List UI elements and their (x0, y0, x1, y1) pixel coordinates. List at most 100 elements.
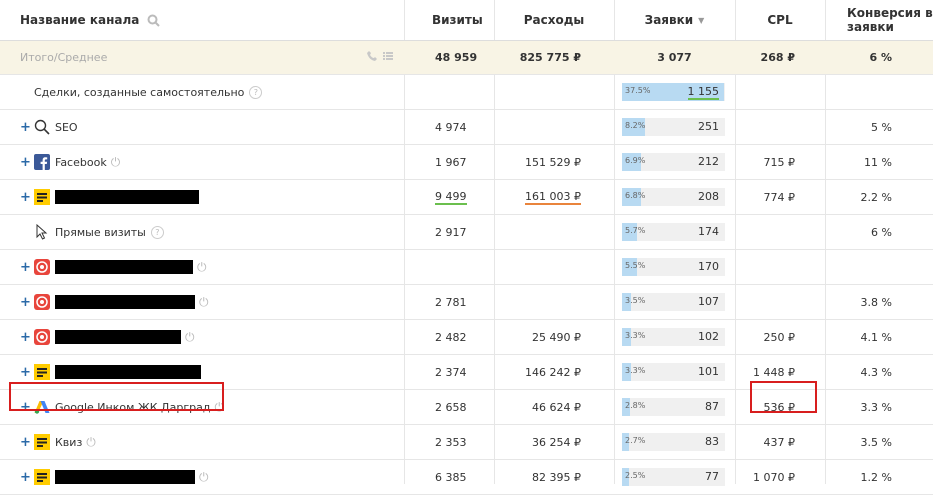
requests-value: 102 (698, 330, 719, 343)
channel-label[interactable]: Квиз (55, 435, 83, 449)
total-expenses: 825 775 ₽ (519, 51, 581, 64)
visits-value: 9 499 (435, 189, 467, 205)
highlight-box-cpl (750, 381, 817, 413)
expand-button[interactable]: + (20, 259, 31, 275)
phone-icon[interactable] (366, 50, 378, 65)
table-row[interactable]: + ⏻ 2 781 3.5% 107 3.8 % (0, 285, 933, 320)
table-row[interactable]: Прямые визиты ? 2 917 5.7% 174 6 % (0, 215, 933, 250)
header-conversion[interactable]: Конверсия в заявки (847, 6, 933, 34)
header-channel[interactable]: Название канала (0, 0, 404, 40)
visits-cell: 2 781 (435, 295, 467, 309)
facebook-icon (34, 154, 50, 170)
column-divider (494, 0, 495, 484)
requests-bar: 2.7% 83 (622, 433, 725, 451)
channel-label[interactable]: Facebook (55, 155, 107, 169)
requests-cell: 2.5% 77 (614, 460, 735, 494)
table-row[interactable]: + 2 374 146 242 ₽ 3.3% 101 1 448 ₽ 4.3 % (0, 355, 933, 390)
conversion-cell: 2.2 % (860, 190, 892, 204)
requests-bar-fill (622, 153, 641, 171)
requests-bar-fill (622, 188, 641, 206)
plug-icon: ⏻ (185, 329, 195, 344)
expenses-cell (494, 250, 614, 284)
yandex-direct-icon (34, 364, 50, 380)
help-icon[interactable]: ? (249, 85, 263, 99)
cpl-cell: 1 070 ₽ (753, 470, 795, 484)
requests-bar: 3.3% 101 (622, 363, 725, 381)
channel-label[interactable]: SEO (55, 120, 78, 134)
expand-button[interactable]: + (20, 434, 31, 450)
table-row[interactable]: + ⏻ 6 385 82 395 ₽ 2.5% 77 1 070 ₽ 1.2 % (0, 460, 933, 495)
requests-cell: 6.8% 208 (614, 180, 735, 214)
header-visits[interactable]: Визиты (432, 13, 483, 27)
conversion-cell: 3.5 % (860, 435, 892, 449)
header-cpl[interactable]: CPL (767, 13, 793, 27)
cpl-cell: 715 ₽ (763, 155, 796, 169)
expand-button[interactable]: + (20, 469, 31, 485)
list-icon[interactable] (382, 50, 394, 65)
header-expenses[interactable]: Расходы (523, 13, 585, 27)
requests-value: 208 (698, 190, 719, 203)
redacted-label (55, 190, 199, 204)
expenses-cell: 46 624 ₽ (532, 400, 581, 414)
cpl-cell (735, 110, 825, 144)
column-divider (404, 0, 405, 484)
total-row: Итого/Среднее 48 959 825 775 ₽ 3 077 268… (0, 41, 933, 75)
header-requests-label: Заявки (644, 13, 694, 27)
expenses-cell (494, 215, 614, 249)
plug-icon: ⏻ (214, 399, 224, 414)
expenses-cell: 161 003 ₽ (494, 180, 614, 214)
requests-pct: 5.5% (625, 261, 646, 270)
plug-icon: ⏻ (197, 259, 207, 274)
channel-cell: + (0, 180, 404, 214)
expand-button[interactable]: + (20, 329, 31, 345)
requests-bar: 5.7% 174 (622, 223, 725, 241)
expand-button[interactable]: + (20, 189, 31, 205)
table-row[interactable]: + ⏻ 5.5% 170 (0, 250, 933, 285)
visits-cell: 9 499 (404, 180, 494, 214)
requests-cell: 8.2% 251 (614, 110, 735, 144)
requests-bar: 6.9% 212 (622, 153, 725, 171)
header-requests[interactable]: Заявки ▼ (614, 0, 735, 40)
column-divider (735, 0, 736, 484)
requests-pct: 6.9% (625, 156, 646, 165)
requests-bar-fill (622, 328, 632, 346)
requests-pct: 3.3% (625, 366, 646, 375)
requests-value: 107 (698, 295, 719, 308)
expand-button[interactable]: + (20, 119, 31, 135)
table-row[interactable]: + Facebook ⏻ 1 967 151 529 ₽ 6.9% 212 715… (0, 145, 933, 180)
target-icon (34, 259, 50, 275)
table-row[interactable]: + 9 499 161 003 ₽ 6.8% 208 774 ₽ 2.2 % (0, 180, 933, 215)
channel-cell: + Facebook ⏻ (0, 145, 404, 179)
conversion-cell (825, 250, 933, 284)
requests-bar: 5.5% 170 (622, 258, 725, 276)
table-row[interactable]: + SEO 4 974 8.2% 251 5 % (0, 110, 933, 145)
table-row[interactable]: Сделки, созданные самостоятельно ? 37.5%… (0, 75, 933, 110)
requests-pct: 2.7% (625, 436, 646, 445)
highlight-box-channel (9, 382, 224, 411)
expenses-cell: 151 529 ₽ (525, 155, 581, 169)
visits-cell: 2 917 (435, 225, 467, 239)
requests-pct: 6.8% (625, 191, 646, 200)
visits-cell: 4 974 (435, 120, 467, 134)
requests-bar: 37.5% 1 155 (622, 83, 725, 101)
requests-pct: 37.5% (625, 86, 651, 95)
search-icon[interactable] (147, 14, 161, 27)
expand-button[interactable]: + (20, 364, 31, 380)
requests-pct: 5.7% (625, 226, 646, 235)
redacted-label (55, 260, 193, 274)
channel-cell: + ⏻ (0, 285, 404, 319)
sort-desc-icon[interactable]: ▼ (698, 15, 705, 25)
cpl-cell (735, 75, 825, 109)
requests-cell: 37.5% 1 155 (614, 75, 735, 109)
expenses-cell (494, 285, 614, 319)
channel-cell: Прямые визиты ? (0, 215, 404, 249)
expand-button[interactable]: + (20, 294, 31, 310)
channel-label: Сделки, созданные самостоятельно (34, 85, 245, 99)
table-row[interactable]: + ⏻ 2 482 25 490 ₽ 3.3% 102 250 ₽ 4.1 % (0, 320, 933, 355)
expand-button[interactable]: + (20, 399, 31, 415)
help-icon[interactable]: ? (150, 225, 164, 239)
cpl-cell: 250 ₽ (763, 330, 796, 344)
expand-button[interactable]: + (20, 154, 31, 170)
table-row[interactable]: + Квиз ⏻ 2 353 36 254 ₽ 2.7% 83 437 ₽ 3.5… (0, 425, 933, 460)
